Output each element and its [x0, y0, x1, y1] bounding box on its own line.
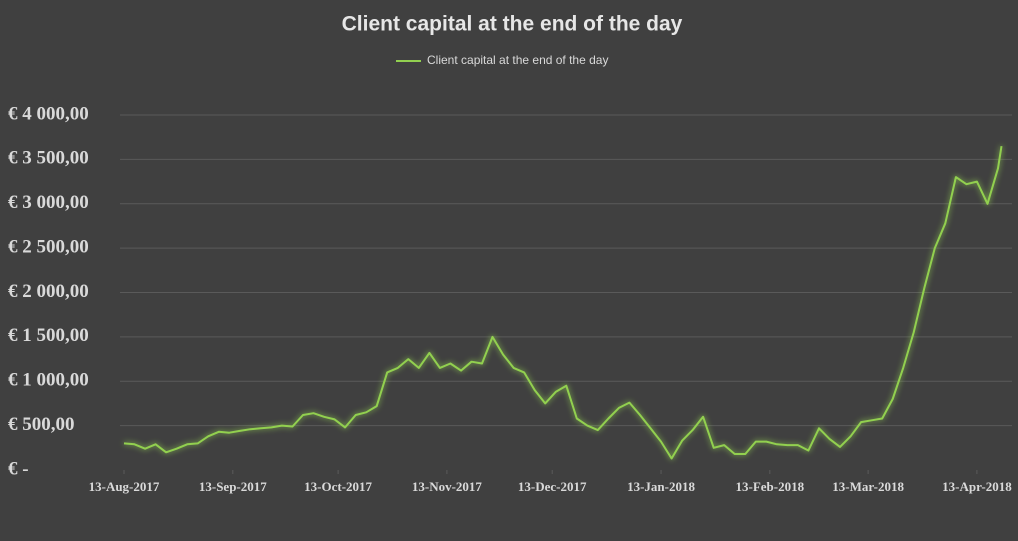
- legend-label: Client capital at the end of the day: [427, 53, 608, 67]
- y-tick-label: € 2 500,00: [8, 236, 89, 257]
- x-tick-label: 13-Aug-2017: [89, 479, 160, 494]
- x-tick-label: 13-Nov-2017: [412, 479, 483, 494]
- y-tick-label: € 2 000,00: [8, 281, 89, 302]
- x-tick-label: 13-Dec-2017: [518, 479, 587, 494]
- y-tick-label: € 3 500,00: [8, 148, 89, 169]
- x-tick-label: 13-Mar-2018: [832, 479, 904, 494]
- x-tick-label: 13-Oct-2017: [304, 479, 372, 494]
- y-tick-label: € -: [8, 458, 29, 479]
- x-tick-label: 13-Feb-2018: [736, 479, 805, 494]
- chart-title: Client capital at the end of the day: [342, 13, 683, 36]
- y-tick-label: € 1 500,00: [8, 325, 89, 346]
- y-tick-label: € 4 000,00: [8, 103, 89, 124]
- y-tick-label: € 1 000,00: [8, 370, 89, 391]
- x-tick-label: 13-Sep-2017: [199, 479, 267, 494]
- data-line: [123, 145, 1003, 460]
- y-tick-label: € 500,00: [8, 414, 75, 435]
- x-tick-label: 13-Jan-2018: [627, 479, 695, 494]
- x-tick-label: 13-Apr-2018: [942, 479, 1012, 494]
- y-tick-label: € 3 000,00: [8, 192, 89, 213]
